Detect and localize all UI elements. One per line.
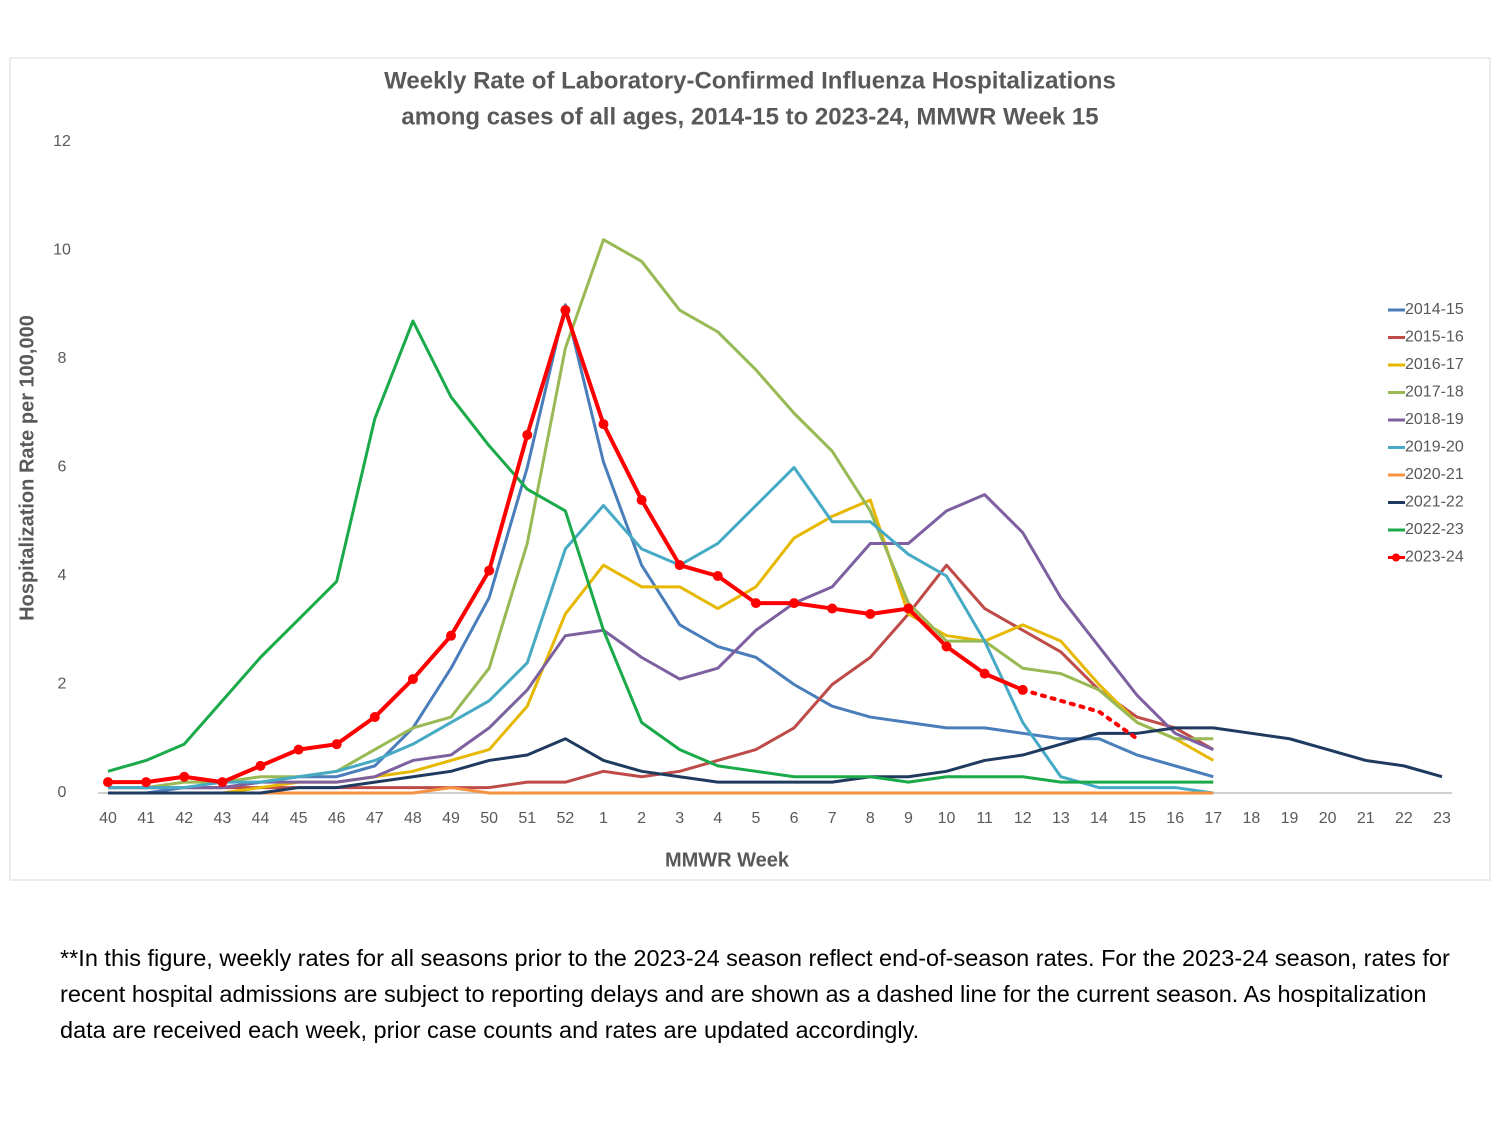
x-tick-label: 42: [175, 810, 193, 827]
y-axis-title: Hospitalization Rate per 100,000: [16, 315, 38, 621]
data-point: [941, 641, 952, 652]
data-point: [484, 565, 495, 576]
legend-label: 2023-24: [1405, 549, 1464, 566]
data-point: [598, 419, 609, 430]
x-tick-label: 5: [751, 810, 760, 827]
x-tick-label: 50: [480, 810, 498, 827]
chart-title: Weekly Rate of Laboratory-Confirmed Infl…: [384, 67, 1116, 94]
legend-label: 2021-22: [1405, 494, 1464, 511]
x-tick-label: 48: [404, 810, 422, 827]
x-axis-title: MMWR Week: [665, 849, 790, 871]
data-point: [293, 744, 304, 755]
x-tick-label: 19: [1281, 810, 1299, 827]
x-tick-label: 3: [675, 810, 684, 827]
data-point: [217, 777, 228, 788]
x-tick-label: 46: [328, 810, 346, 827]
data-point: [369, 712, 380, 723]
legend-marker: [1392, 553, 1400, 562]
data-point: [103, 777, 113, 788]
x-tick-label: 47: [366, 810, 384, 827]
series-line: [1020, 687, 1140, 741]
data-point: [789, 598, 800, 609]
data-point: [712, 571, 723, 581]
data-point: [560, 305, 571, 316]
data-point: [979, 668, 990, 679]
data-point: [1017, 684, 1028, 695]
data-point: [865, 608, 876, 619]
legend-label: 2017-18: [1405, 384, 1464, 401]
x-tick-label: 23: [1433, 810, 1451, 827]
data-point: [827, 603, 838, 614]
x-tick-label: 10: [938, 810, 956, 827]
data-point: [255, 760, 266, 771]
data-point: [331, 739, 342, 750]
x-tick-label: 17: [1204, 810, 1222, 827]
data-point: [446, 630, 457, 641]
data-point: [179, 771, 190, 782]
legend-label: 2018-19: [1405, 411, 1464, 428]
data-point: [750, 598, 761, 609]
y-tick-label: 4: [58, 567, 67, 584]
chart-frame: [9, 57, 1491, 881]
x-tick-label: 18: [1243, 810, 1261, 827]
series-line: [108, 726, 1443, 795]
x-tick-label: 21: [1357, 810, 1375, 827]
data-point: [141, 777, 152, 788]
y-tick-label: 10: [53, 242, 71, 259]
x-tick-label: 45: [290, 810, 308, 827]
x-tick-label: 11: [976, 810, 993, 827]
legend-label: 2016-17: [1405, 356, 1464, 373]
x-tick-label: 49: [442, 810, 460, 827]
x-tick-label: 4: [713, 810, 722, 827]
x-tick-label: 16: [1166, 810, 1184, 827]
series-line: [108, 786, 1214, 795]
data-point: [903, 603, 914, 614]
series-line: [108, 466, 1214, 795]
x-tick-label: 44: [252, 810, 270, 827]
x-tick-label: 22: [1395, 810, 1413, 827]
chart: Weekly Rate of Laboratory-Confirmed Infl…: [9, 57, 1491, 881]
footnote: **In this figure, weekly rates for all s…: [60, 945, 1450, 1043]
series-line: [108, 493, 1214, 790]
legend-label: 2022-23: [1405, 521, 1464, 538]
x-tick-label: 6: [790, 810, 799, 827]
y-tick-label: 6: [58, 459, 67, 476]
x-tick-label: 12: [1014, 810, 1032, 827]
legend-label: 2014-15: [1405, 301, 1464, 318]
legend-label: 2019-20: [1405, 439, 1464, 456]
legend-label: 2020-21: [1405, 466, 1464, 483]
x-tick-label: 1: [599, 810, 608, 827]
x-tick-label: 41: [137, 810, 155, 827]
x-tick-label: 8: [866, 810, 875, 827]
x-tick-label: 52: [556, 810, 574, 827]
x-tick-label: 13: [1052, 810, 1070, 827]
series-line: [107, 319, 1214, 784]
x-tick-label: 9: [904, 810, 913, 827]
x-tick-label: 7: [828, 810, 837, 827]
y-tick-label: 0: [58, 784, 67, 801]
data-point: [636, 495, 647, 506]
x-tick-label: 14: [1090, 810, 1108, 827]
x-tick-label: 2: [637, 810, 646, 827]
y-tick-label: 12: [53, 133, 71, 150]
legend-label: 2015-16: [1405, 329, 1464, 346]
y-tick-label: 8: [58, 350, 67, 367]
data-point: [674, 560, 685, 571]
data-point: [522, 429, 533, 440]
x-tick-label: 40: [99, 810, 117, 827]
data-point: [407, 674, 418, 685]
y-tick-label: 2: [58, 676, 67, 693]
x-tick-label: 51: [518, 810, 536, 827]
x-tick-label: 43: [213, 810, 231, 827]
x-tick-label: 20: [1319, 810, 1337, 827]
x-tick-label: 15: [1128, 810, 1146, 827]
chart-title: among cases of all ages, 2014-15 to 2023…: [401, 103, 1098, 130]
